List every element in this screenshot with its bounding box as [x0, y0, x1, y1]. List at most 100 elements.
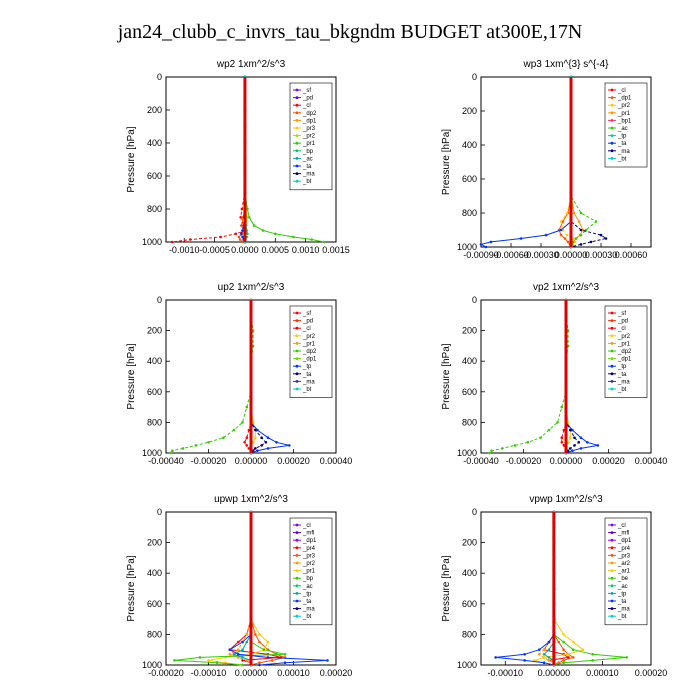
data-point	[562, 633, 565, 636]
data-point	[560, 436, 564, 440]
legend-entry: _sf	[617, 311, 626, 317]
legend-marker	[295, 364, 299, 368]
x-tick-label: 0.00010	[277, 668, 310, 678]
legend-marker	[610, 584, 614, 588]
legend-marker	[295, 546, 299, 550]
data-point	[207, 659, 210, 662]
x-tick-label: 0.00000	[550, 456, 583, 466]
data-point	[479, 243, 483, 246]
legend-entry: _ma	[617, 149, 630, 155]
legend-marker	[295, 342, 299, 345]
legend-entry: _ma	[617, 607, 630, 613]
legend-marker	[610, 561, 614, 565]
x-tick-label: 0.00020	[320, 668, 353, 678]
y-tick-label: 1000	[142, 237, 162, 247]
data-point	[579, 228, 583, 232]
data-point	[240, 232, 243, 236]
y-tick-label: 600	[147, 171, 162, 181]
panel-3: up2 1xm^2/s^3 Pressure [hPa] 0 200 400 600 800…	[126, 282, 352, 466]
x-tick-label: 0.0015	[322, 245, 350, 255]
legend-marker	[295, 349, 299, 353]
data-point	[559, 233, 563, 237]
y-tick-label: 400	[462, 356, 477, 366]
x-tick-label: 0.00040	[635, 456, 668, 466]
legend-entry: _cl	[302, 103, 311, 109]
legend-entry: _pd	[302, 319, 313, 325]
legend-marker	[295, 387, 299, 391]
data-point	[625, 656, 628, 659]
y-tick-label: 400	[147, 356, 162, 366]
legend-entry: _pr2	[617, 334, 631, 340]
data-point	[219, 235, 222, 239]
series-lines	[488, 298, 600, 455]
y-tick-label: 800	[462, 417, 477, 427]
data-point	[560, 405, 564, 409]
legend-entry: _tp	[617, 591, 627, 597]
legend-entry: _cl	[302, 523, 311, 529]
data-point	[283, 661, 287, 664]
legend-marker	[610, 141, 614, 145]
legend-entry: _pr2	[302, 134, 316, 140]
y-tick-label: 0	[472, 507, 477, 517]
legend-marker	[610, 372, 614, 376]
data-point	[237, 656, 240, 659]
data-point	[579, 211, 583, 215]
data-point	[274, 232, 277, 236]
legend-marker	[295, 326, 299, 330]
data-point	[538, 653, 541, 656]
legend-entry: _bp	[302, 576, 314, 582]
legend-entry: _ac	[302, 156, 313, 162]
y-tick-label: 600	[462, 387, 477, 397]
legend-entry: _ac	[302, 584, 313, 590]
data-point	[494, 656, 497, 659]
data-point	[264, 441, 268, 444]
data-point	[591, 653, 594, 656]
legend-marker	[295, 607, 299, 610]
legend-entry: _ar2	[617, 561, 631, 567]
legend-entry: _dp1	[617, 357, 632, 363]
data-point	[489, 240, 493, 244]
legend-entry: _bt	[302, 179, 312, 185]
y-tick-label: 200	[462, 326, 477, 336]
legend-entry: _pr3	[302, 126, 316, 132]
legend-entry: _cl	[302, 326, 311, 332]
legend-marker	[610, 576, 614, 580]
legend-marker	[295, 380, 299, 383]
x-tick-label: -0.00010	[488, 668, 524, 678]
data-point	[538, 648, 541, 651]
legend-entry: _dp1	[302, 357, 317, 363]
data-point	[232, 428, 236, 432]
data-point	[245, 640, 249, 644]
data-point	[245, 405, 249, 409]
x-tick-label: -0.00090	[463, 250, 499, 260]
data-point	[547, 656, 551, 659]
legend-marker	[610, 357, 614, 360]
legend-marker	[610, 157, 614, 160]
data-point	[569, 428, 572, 432]
legend-marker	[295, 319, 299, 322]
series-line-ta	[495, 512, 555, 666]
x-tick-label: 0.00020	[592, 456, 625, 466]
data-point	[589, 240, 593, 244]
legend-marker	[610, 523, 614, 527]
data-point	[232, 653, 236, 656]
x-tick-label: -0.00060	[493, 250, 529, 260]
data-point	[239, 216, 242, 219]
data-point	[490, 449, 493, 453]
legend-entry: _ar1	[617, 569, 631, 575]
data-point	[488, 451, 491, 455]
y-axis-label: Pressure [hPa]	[126, 555, 137, 621]
data-point	[542, 648, 546, 651]
data-point	[571, 428, 574, 432]
panel-2: wp3 1xm^{3} s^{-4} Pressure [hPa] 0 200 400 6…	[441, 59, 652, 260]
data-point	[565, 211, 569, 215]
legend-marker	[295, 561, 299, 565]
series-line-ma	[570, 77, 608, 248]
data-point	[252, 224, 256, 227]
data-point	[258, 633, 261, 636]
y-tick-label: 0	[157, 295, 162, 305]
legend-marker	[295, 134, 299, 138]
legend-marker	[295, 119, 299, 122]
data-point	[310, 238, 314, 241]
